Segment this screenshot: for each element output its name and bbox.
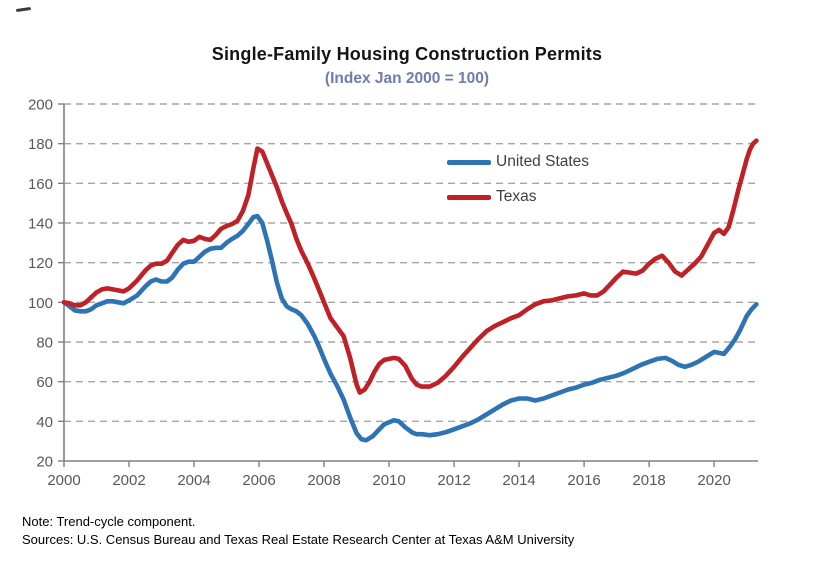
x-tick-label: 2002	[112, 472, 145, 489]
legend-item-texas: Texas	[447, 185, 589, 209]
united-states-line-swatch	[447, 159, 491, 165]
y-tick-label: 80	[36, 335, 53, 352]
x-tick-label: 2010	[372, 472, 405, 489]
y-tick-label: 20	[36, 454, 53, 471]
y-tick-label: 60	[36, 374, 53, 391]
x-tick-label: 2014	[502, 472, 535, 489]
sources-text: Sources: U.S. Census Bureau and Texas Re…	[22, 532, 575, 547]
y-tick-label: 160	[28, 176, 53, 193]
chart-title: Single-Family Housing Construction Permi…	[211, 44, 603, 64]
x-tick-label: 2016	[567, 472, 600, 489]
x-tick-label: 2000	[47, 472, 80, 489]
chart-legend: United States Texas	[447, 150, 589, 220]
x-tick-label: 2018	[632, 472, 665, 489]
x-tick-label: 2008	[307, 472, 340, 489]
x-tick-label: 2004	[177, 472, 210, 489]
series-line-texas	[61, 138, 759, 395]
chart-subtitle: (Index Jan 2000 = 100)	[324, 70, 490, 87]
x-tick-label: 2020	[697, 472, 730, 489]
y-tick-label: 120	[28, 255, 53, 272]
y-tick-label: 100	[28, 295, 53, 312]
y-tick-label: 140	[28, 216, 53, 233]
y-tick-label: 200	[28, 97, 53, 114]
legend-item-united-states: United States	[447, 150, 589, 174]
y-tick-label: 40	[36, 414, 53, 431]
note-text: Note: Trend-cycle component.	[22, 514, 196, 529]
series-line-united-states	[61, 213, 759, 443]
texas-line-swatch	[447, 194, 491, 200]
legend-label-united-states: United States	[496, 153, 590, 170]
x-tick-label: 2012	[437, 472, 470, 489]
legend-label-texas: Texas	[496, 188, 537, 205]
y-tick-label: 180	[28, 136, 53, 153]
x-tick-label: 2006	[242, 472, 275, 489]
